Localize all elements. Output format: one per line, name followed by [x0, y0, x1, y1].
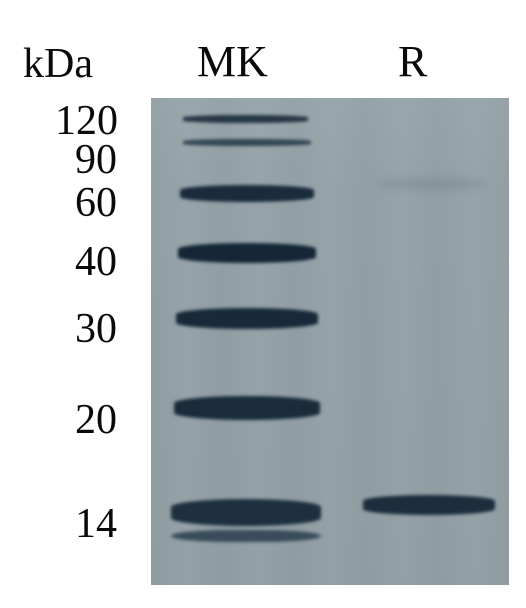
sample-lane-header: R	[398, 36, 427, 87]
mw-label-60: 60	[75, 179, 117, 227]
marker-band-20	[174, 396, 320, 420]
mw-label-14: 14	[75, 500, 117, 548]
mw-label-90: 90	[75, 136, 117, 184]
mw-label-30: 30	[75, 305, 117, 353]
marker-band-120	[183, 115, 308, 123]
mw-label-20: 20	[75, 396, 117, 444]
marker-band-14	[171, 499, 321, 526]
sample-faint-smear	[376, 178, 486, 190]
marker-band-60	[180, 185, 314, 202]
marker-lane-header: MK	[197, 36, 268, 87]
kda-header: kDa	[23, 40, 93, 88]
gel-figure: kDa MK R 120 90 60 40 30 20 14	[0, 0, 526, 608]
sample-lane	[361, 98, 496, 585]
mw-label-40: 40	[75, 238, 117, 286]
sample-band-14kda	[363, 495, 495, 515]
marker-band-90	[183, 139, 311, 146]
marker-dye-front	[171, 530, 321, 542]
marker-band-30	[176, 308, 318, 329]
gel-image	[151, 98, 509, 585]
marker-band-40	[178, 243, 316, 263]
marker-lane	[171, 98, 321, 585]
